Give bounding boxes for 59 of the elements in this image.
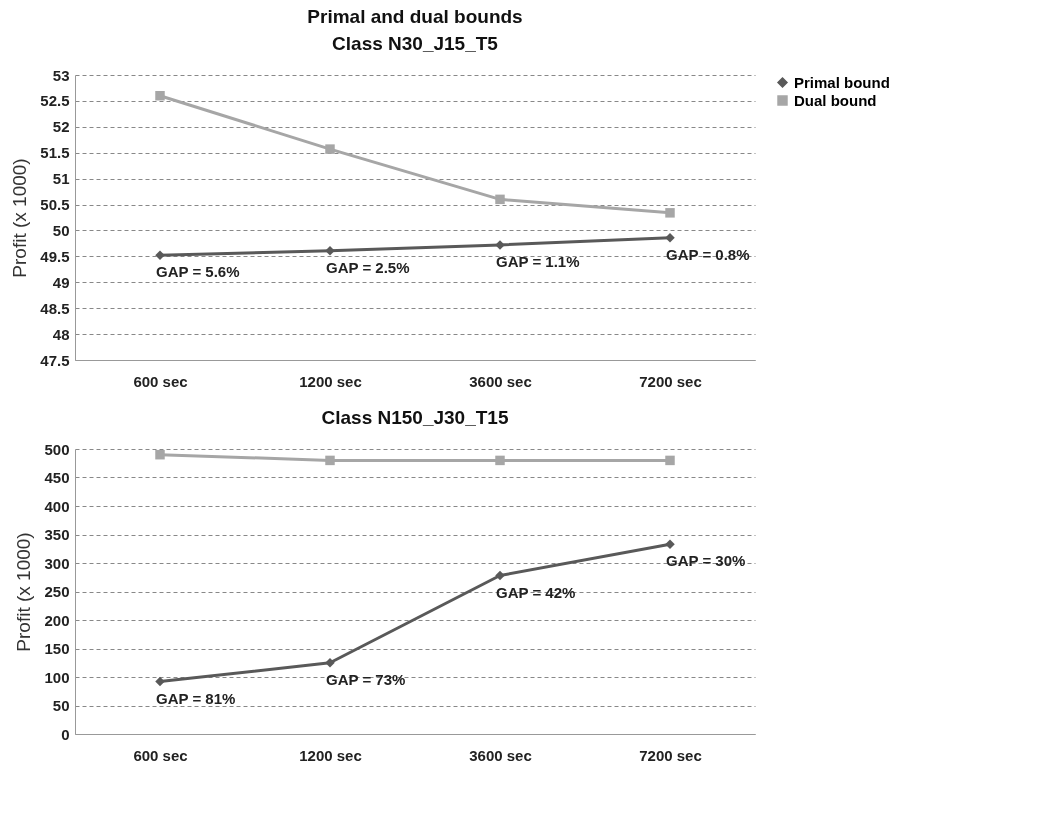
x-tick-label: 3600 sec [469,746,532,764]
x-tick-label: 7200 sec [639,746,702,764]
point [155,676,165,687]
y-tick-label: 51 [52,170,70,188]
y-tick-label: 50 [52,697,70,714]
y-axis-title: Profit (x 1000) [9,158,31,278]
y-tick-label: 200 [44,611,70,629]
point [665,208,675,218]
point [495,570,505,581]
annotation: GAP = 42% [496,583,576,601]
chart-title: Primal and dual bounds [307,6,523,27]
point [325,144,335,154]
chart-title: Class N150_J30_T15 [321,407,509,428]
x-tick-label: 1200 sec [299,372,362,390]
y-axis-title: Profit (x 1000) [13,532,35,652]
y-tick-label: 300 [44,554,70,572]
annotation: GAP = 73% [326,670,406,688]
y-tick-label: 48 [52,325,70,343]
y-tick-label: 48.5 [40,299,70,317]
y-tick-label: 0 [61,725,70,743]
annotation: GAP = 81% [156,689,236,707]
y-tick-label: 52 [52,118,70,136]
y-tick-label: 150 [44,640,70,657]
point [155,90,165,101]
chart-subtitle: Class N30_J15_T5 [332,33,499,54]
y-tick-label: 49 [52,273,70,291]
annotation: GAP = 0.8% [666,245,750,263]
x-tick-label: 1200 sec [299,746,362,764]
legend-label: Dual bound [794,91,877,109]
y-tick-label: 250 [44,583,70,600]
y-tick-label: 49.5 [40,247,70,265]
x-tick-label: 600 sec [133,372,188,390]
annotation: GAP = 30% [666,552,746,570]
point [495,194,505,205]
y-tick-label: 51.5 [40,144,70,162]
point [155,449,165,460]
x-tick-label: 3600 sec [469,372,532,390]
point [325,245,335,256]
y-tick-label: 350 [44,526,70,543]
y-tick-label: 400 [44,497,70,515]
y-tick-label: 47.5 [40,351,70,369]
y-tick-label: 53 [52,66,70,84]
y-tick-label: 50 [52,221,70,239]
x-tick-label: 600 sec [133,746,188,764]
annotation: GAP = 1.1% [496,252,580,270]
point [325,455,335,466]
point [665,232,675,243]
y-tick-label: 100 [44,668,70,686]
point [495,455,505,466]
y-tick-label: 450 [44,469,70,486]
annotation: GAP = 5.6% [156,263,240,281]
legend-label: Primal bound [794,73,890,91]
y-tick-label: 500 [44,440,70,458]
annotation: GAP = 2.5% [326,258,410,276]
point [155,250,165,261]
x-tick-label: 7200 sec [639,372,702,390]
y-tick-label: 50.5 [40,196,70,214]
y-tick-label: 52.5 [40,92,70,110]
point [665,455,675,466]
